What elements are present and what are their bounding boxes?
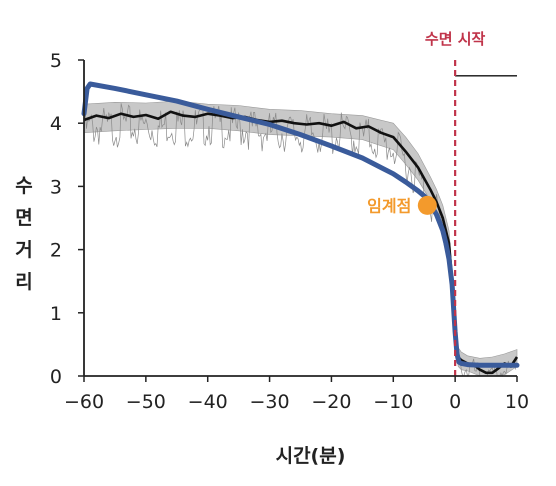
x-tick-label: −30 bbox=[250, 391, 290, 413]
axes: −60 −50 −40 −30 −20 −10 0 10 0 1 2 3 4 5 bbox=[50, 50, 529, 413]
x-tick-label: −60 bbox=[64, 391, 104, 413]
y-axis-title-char: 수 bbox=[15, 175, 32, 197]
y-axis-title-char: 리 bbox=[15, 271, 32, 293]
y-tick-label: 0 bbox=[50, 366, 62, 388]
y-tick-label: 1 bbox=[50, 303, 62, 325]
y-axis-title-char: 면 bbox=[15, 207, 32, 229]
x-tick-label: −50 bbox=[126, 391, 166, 413]
model-fit-line bbox=[81, 81, 520, 368]
tipping-point-marker bbox=[417, 195, 437, 215]
x-tick-label: −20 bbox=[311, 391, 351, 413]
x-tick-label: −40 bbox=[188, 391, 228, 413]
y-tick-label: 4 bbox=[50, 113, 62, 135]
tipping-point-label: 임계점 bbox=[367, 196, 411, 215]
sleep-onset-label: 수면 시작 bbox=[425, 30, 486, 48]
plot-area bbox=[81, 60, 520, 378]
y-ticks: 0 1 2 3 4 5 bbox=[50, 50, 84, 388]
x-ticks: −60 −50 −40 −30 −20 −10 0 10 bbox=[64, 376, 529, 413]
data-noise-trace bbox=[83, 103, 517, 378]
x-axis-title: 시간(분) bbox=[276, 445, 346, 467]
y-tick-label: 2 bbox=[50, 240, 62, 262]
data-mean-line bbox=[83, 110, 519, 375]
y-axis-title-char: 거 bbox=[15, 239, 32, 261]
x-tick-label: 0 bbox=[449, 391, 461, 413]
y-tick-label: 5 bbox=[50, 50, 62, 72]
x-tick-label: −10 bbox=[373, 391, 413, 413]
y-tick-label: 3 bbox=[50, 176, 62, 198]
x-tick-label: 10 bbox=[505, 391, 529, 413]
